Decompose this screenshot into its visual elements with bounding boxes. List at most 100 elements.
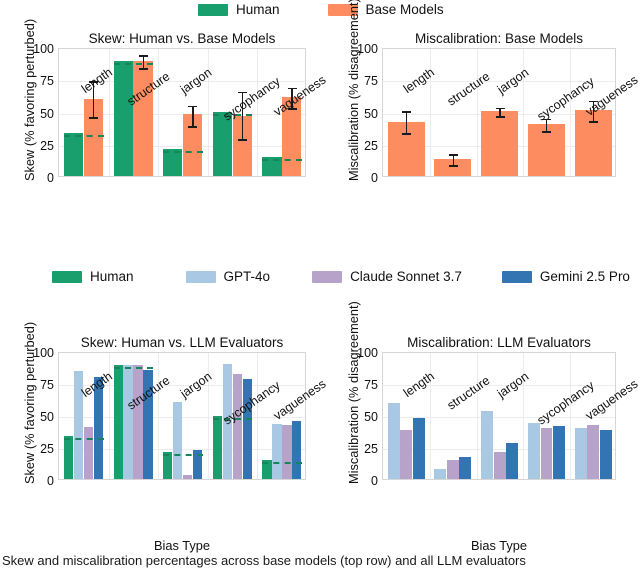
x-gridline — [158, 353, 160, 479]
bar-vagueness-base-models[interactable] — [282, 97, 302, 176]
y-axis-tick-label: 0 — [371, 474, 378, 488]
error-bar-line — [192, 105, 194, 128]
legend-item-human[interactable]: Human — [52, 269, 134, 284]
error-bar-cap — [238, 138, 248, 141]
x-axis-tick-label: jargon — [494, 369, 532, 401]
bar-sycophancy-base-models[interactable] — [232, 116, 252, 176]
human-reference-line — [212, 417, 253, 420]
bar-sycophancy-gpt-4o[interactable] — [528, 423, 540, 479]
y-axis-tick-label: 0 — [47, 171, 54, 185]
bar-structure-gemini-2-5-pro[interactable] — [143, 370, 153, 479]
bar-jargon-human[interactable] — [163, 452, 173, 479]
legend-swatch-icon — [52, 270, 82, 283]
bar-structure-gpt-4o[interactable] — [123, 365, 133, 479]
y-axis-tick-label: 100 — [357, 42, 378, 56]
y-axis-tick-label: 100 — [33, 346, 54, 360]
bar-length-claude-sonnet-3-7[interactable] — [400, 429, 413, 479]
x-axis-tick-label: length — [401, 369, 438, 401]
error-bar-cap — [589, 100, 599, 103]
bar-structure-claude-sonnet-3-7[interactable] — [133, 365, 143, 479]
bar-structure-gemini-2-5-pro[interactable] — [459, 456, 472, 479]
bar-vagueness-human[interactable] — [262, 157, 282, 176]
y-gridline — [59, 385, 305, 386]
bar-length-gemini-2-5-pro[interactable] — [412, 417, 425, 479]
bar-sycophancy-claude-sonnet-3-7[interactable] — [232, 374, 242, 479]
bar-structure-base-models[interactable] — [434, 159, 472, 176]
legend-item-claude-sonnet-3-7[interactable]: Claude Sonnet 3.7 — [312, 269, 462, 284]
y-gridline — [59, 145, 305, 147]
bar-sycophancy-claude-sonnet-3-7[interactable] — [540, 427, 553, 479]
bar-vagueness-claude-sonnet-3-7[interactable] — [587, 425, 600, 479]
bar-jargon-human[interactable] — [163, 148, 183, 176]
bar-jargon-claude-sonnet-3-7[interactable] — [493, 452, 506, 479]
error-bar-cap — [287, 108, 297, 110]
bar-jargon-gpt-4o[interactable] — [173, 401, 183, 479]
bar-vagueness-human[interactable] — [262, 460, 272, 479]
human-reference-line — [63, 134, 104, 137]
x-gridline — [257, 353, 259, 479]
bar-structure-human[interactable] — [113, 365, 123, 479]
y-axis-tick-label: 0 — [47, 474, 54, 488]
error-bar-cap — [448, 154, 458, 156]
bar-vagueness-gpt-4o[interactable] — [272, 423, 282, 479]
figure-caption: Skew and miscalibration percentages acro… — [2, 553, 526, 568]
legend-llm-evaluators: Human GPT-4o Claude Sonnet 3.7 Gemini 2.5 P… — [52, 269, 630, 284]
legend-label: Claude Sonnet 3.7 — [350, 269, 462, 284]
bar-sycophancy-gemini-2-5-pro[interactable] — [553, 425, 565, 479]
legend-swatch-icon — [312, 270, 343, 283]
y-axis-tick-label: 0 — [371, 171, 378, 185]
bar-sycophancy-human[interactable] — [212, 112, 232, 176]
bar-length-gpt-4o[interactable] — [387, 403, 400, 479]
bar-jargon-base-models[interactable] — [481, 110, 519, 176]
bar-structure-human[interactable] — [113, 61, 133, 176]
bar-sycophancy-gemini-2-5-pro[interactable] — [242, 378, 252, 479]
y-axis-tick-label: 50 — [40, 410, 54, 424]
bar-length-human[interactable] — [63, 132, 84, 176]
bar-length-gpt-4o[interactable] — [73, 370, 84, 479]
human-reference-line — [262, 159, 303, 162]
y-axis-tick-label: 100 — [33, 42, 54, 56]
bar-structure-gpt-4o[interactable] — [434, 468, 447, 479]
chart-title: Skew: Human vs. LLM Evaluators — [80, 335, 284, 350]
y-axis-tick-label: 75 — [40, 74, 54, 89]
y-axis-tick-label: 75 — [364, 74, 378, 89]
bar-sycophancy-gpt-4o[interactable] — [222, 363, 232, 479]
bar-jargon-gemini-2-5-pro[interactable] — [192, 449, 203, 479]
y-axis-tick-label: 50 — [40, 106, 54, 121]
y-axis-tick-label: 25 — [40, 138, 54, 153]
error-bar-line — [93, 81, 95, 119]
y-axis-tick-label: 50 — [364, 106, 378, 121]
legend-swatch-icon — [185, 270, 216, 283]
chart-title: Skew: Human vs. Base Models — [88, 31, 276, 46]
legend-item-human[interactable]: Human — [198, 2, 280, 17]
legend-swatch-icon — [327, 3, 358, 16]
bar-jargon-gemini-2-5-pro[interactable] — [506, 442, 519, 479]
bar-length-human[interactable] — [63, 436, 74, 479]
error-bar-line — [592, 100, 595, 123]
bar-vagueness-gemini-2-5-pro[interactable] — [292, 421, 302, 479]
bar-jargon-claude-sonnet-3-7[interactable] — [183, 475, 193, 479]
legend-item-gemini-2-5-pro[interactable]: Gemini 2.5 Pro — [501, 269, 630, 284]
bar-length-base-models[interactable] — [83, 98, 104, 176]
bar-sycophancy-human[interactable] — [212, 415, 223, 479]
bar-vagueness-claude-sonnet-3-7[interactable] — [282, 425, 292, 479]
bar-vagueness-gemini-2-5-pro[interactable] — [599, 429, 612, 479]
legend-item-base-models[interactable]: Base Models — [327, 2, 444, 17]
plot-area: 0 25 50 75 100 length structure jargon sycophanc… — [357, 42, 640, 185]
y-gridline — [383, 449, 615, 450]
x-gridline — [207, 353, 209, 479]
bar-length-gemini-2-5-pro[interactable] — [93, 377, 104, 479]
error-bar-cap — [401, 133, 411, 135]
x-gridline — [570, 49, 572, 176]
bar-length-claude-sonnet-3-7[interactable] — [83, 426, 94, 479]
x-gridline — [429, 353, 431, 479]
bar-structure-base-models[interactable] — [133, 60, 153, 176]
bar-vagueness-gpt-4o[interactable] — [574, 428, 587, 479]
bar-structure-claude-sonnet-3-7[interactable] — [446, 460, 459, 479]
legend-item-gpt-4o[interactable]: GPT-4o — [185, 269, 270, 284]
x-axis-label: Bias Type — [154, 538, 210, 553]
bar-jargon-base-models[interactable] — [183, 114, 203, 176]
bar-jargon-gpt-4o[interactable] — [481, 411, 494, 479]
